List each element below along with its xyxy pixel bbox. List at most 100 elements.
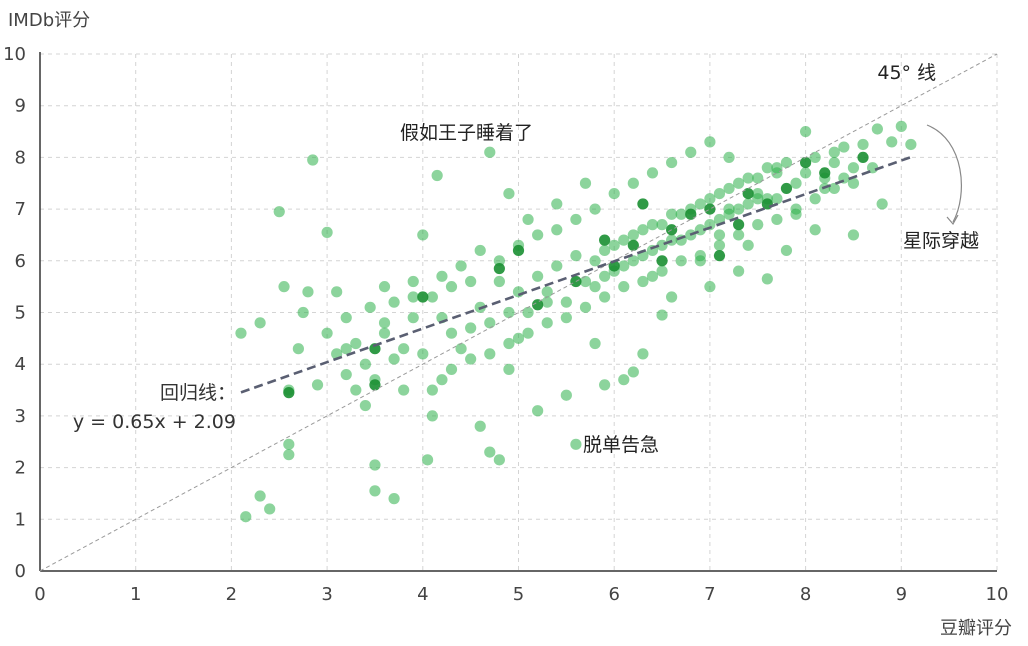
data-point — [407, 275, 419, 288]
data-point — [713, 239, 726, 251]
axes — [39, 52, 997, 572]
data-point — [847, 162, 860, 174]
data-point — [800, 167, 812, 179]
data-point — [417, 291, 429, 303]
data-point — [646, 167, 659, 179]
data-point — [421, 454, 434, 466]
data-point — [742, 198, 754, 210]
data-point — [388, 353, 400, 365]
x-tick-label: 3 — [321, 584, 332, 605]
data-point — [780, 156, 793, 169]
data-point — [857, 151, 869, 163]
data-point — [599, 234, 611, 246]
data-point — [790, 203, 802, 215]
tick-labels: 0 1 2 3 4 5 6 7 8 9 10 0 1 2 3 4 5 6 7 8 9 10 — [3, 44, 1008, 605]
data-point — [512, 244, 525, 257]
data-point — [589, 203, 601, 215]
data-point — [417, 229, 429, 241]
data-point — [828, 156, 840, 169]
data-point — [378, 317, 391, 329]
data-point — [685, 208, 697, 220]
annotation-prince: 假如王子睡着了 — [400, 122, 533, 144]
data-point — [752, 172, 764, 184]
data-point — [493, 454, 505, 466]
data-point — [484, 348, 496, 360]
data-point — [465, 322, 477, 334]
data-point — [723, 151, 735, 163]
data-point — [809, 224, 821, 236]
data-point — [560, 296, 572, 308]
data-point — [780, 182, 793, 195]
data-point — [436, 374, 448, 386]
data-point — [828, 146, 840, 158]
data-point — [608, 187, 620, 200]
x-tick-label: 8 — [800, 584, 811, 605]
data-point — [694, 198, 706, 210]
data-point — [465, 275, 477, 288]
data-point — [474, 244, 486, 257]
data-point — [369, 343, 381, 355]
diagonal-45-line — [39, 53, 998, 572]
data-point — [685, 146, 697, 158]
data-point — [465, 353, 477, 365]
data-point — [455, 343, 467, 355]
y-tick-label: 3 — [15, 406, 26, 427]
data-point — [752, 219, 764, 231]
data-point — [800, 125, 812, 138]
data-point — [364, 301, 376, 313]
x-tick-label: 7 — [704, 584, 715, 605]
data-point — [704, 136, 716, 148]
data-point — [398, 384, 410, 396]
data-point — [618, 260, 630, 272]
data-point — [369, 459, 381, 471]
data-point — [426, 384, 438, 396]
data-point — [264, 503, 276, 515]
data-point — [340, 343, 352, 355]
y-tick-label: 10 — [3, 44, 26, 65]
data-point — [599, 244, 611, 257]
data-point — [407, 312, 419, 324]
data-point — [283, 387, 295, 399]
data-point — [828, 182, 840, 195]
y-tick-label: 6 — [15, 251, 26, 272]
x-axis-title: 豆瓣评分 — [940, 618, 1012, 639]
data-point — [618, 234, 630, 246]
data-point — [455, 260, 467, 272]
data-point — [551, 260, 563, 272]
data-point — [503, 306, 515, 319]
data-point — [579, 275, 592, 288]
data-point — [302, 286, 314, 298]
x-tick-label: 2 — [226, 584, 237, 605]
data-point — [541, 286, 553, 298]
data-point — [656, 219, 668, 231]
data-point — [618, 281, 630, 293]
data-point — [532, 229, 544, 241]
data-point — [474, 420, 486, 432]
data-point — [733, 177, 745, 189]
y-tick-label: 5 — [15, 303, 26, 324]
data-point — [627, 239, 639, 251]
y-tick-label: 9 — [15, 96, 26, 117]
data-point — [742, 239, 754, 251]
data-point — [627, 229, 639, 241]
y-tick-label: 4 — [15, 354, 26, 375]
data-point — [627, 255, 639, 267]
y-tick-label: 0 — [15, 561, 26, 582]
data-point — [742, 172, 754, 184]
data-point — [388, 296, 400, 308]
data-point — [752, 187, 764, 200]
data-point — [704, 203, 716, 215]
data-point — [522, 213, 534, 226]
data-point — [407, 291, 419, 303]
data-point — [551, 198, 563, 210]
data-point — [278, 281, 290, 293]
data-point — [871, 123, 883, 135]
data-point — [694, 250, 706, 262]
data-point — [723, 208, 735, 220]
data-point — [331, 286, 343, 298]
data-point — [522, 306, 534, 319]
data-point — [273, 206, 285, 218]
data-point — [388, 493, 400, 505]
